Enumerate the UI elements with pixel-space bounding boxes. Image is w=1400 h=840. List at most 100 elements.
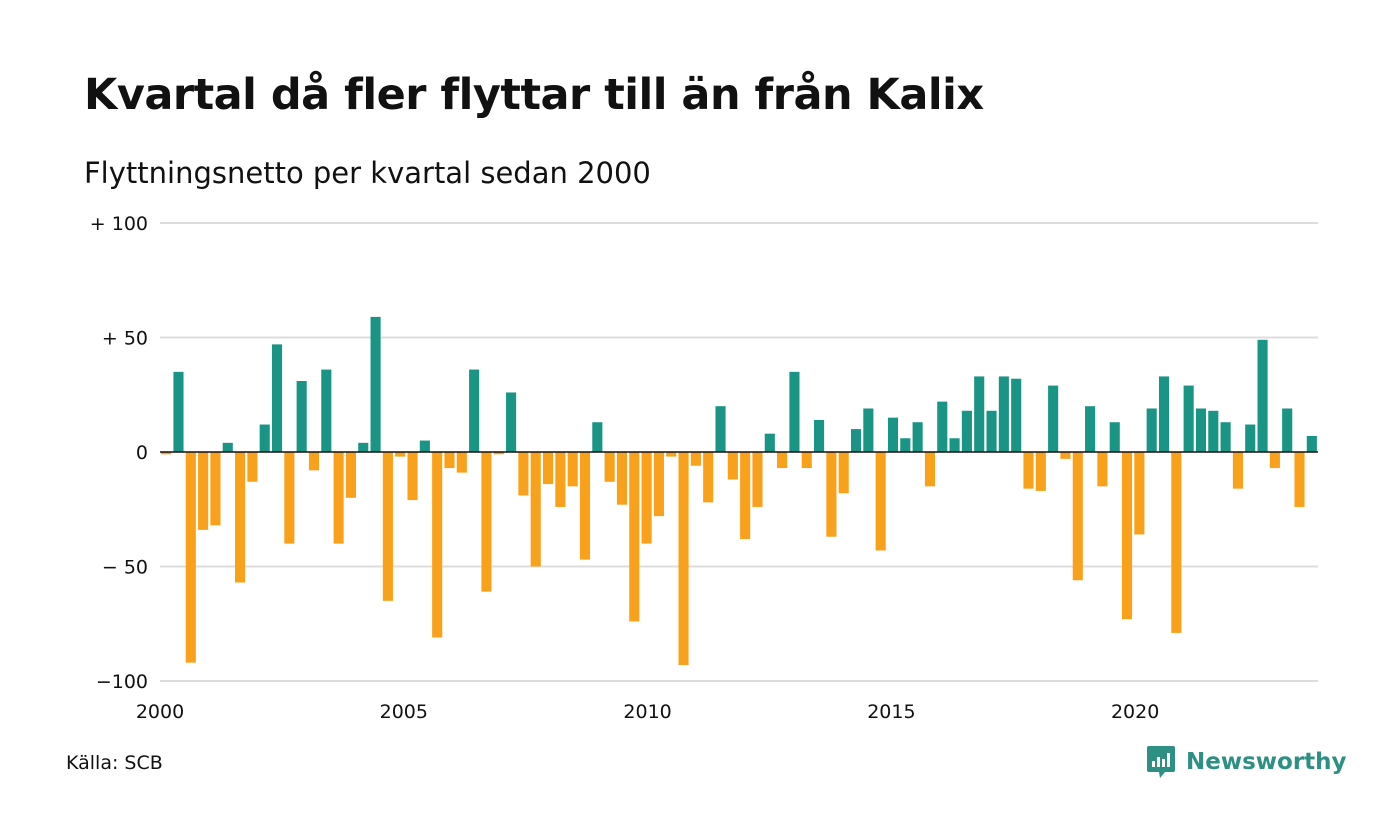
bar <box>592 422 603 452</box>
bar <box>1011 378 1022 452</box>
bar <box>419 440 430 452</box>
bar <box>579 452 591 560</box>
bar <box>432 452 443 638</box>
bar <box>321 369 332 452</box>
bar <box>1035 452 1046 491</box>
x-tick-label: 2005 <box>380 701 428 723</box>
bar <box>653 452 664 517</box>
bar <box>543 452 554 485</box>
bar <box>1257 339 1268 452</box>
bar <box>678 452 689 665</box>
x-tick-label: 2015 <box>867 701 915 723</box>
bar <box>703 452 714 503</box>
bar <box>604 452 615 482</box>
bar <box>924 452 935 487</box>
y-tick-label: 0 <box>136 442 148 464</box>
bar <box>764 433 775 452</box>
bar <box>382 452 393 601</box>
bar <box>949 438 960 452</box>
bar <box>789 371 800 452</box>
bar <box>481 452 492 592</box>
bar <box>1134 452 1145 535</box>
y-tick-label: + 100 <box>90 213 148 235</box>
y-tick-label: −100 <box>96 671 148 693</box>
bar <box>308 452 320 471</box>
source-note: Källa: SCB <box>66 752 163 774</box>
bar <box>1171 452 1182 633</box>
x-tick-label: 2000 <box>136 701 184 723</box>
bar <box>493 452 504 455</box>
bar <box>887 417 899 452</box>
bar <box>850 429 862 452</box>
bar <box>370 316 381 452</box>
bar <box>937 401 948 452</box>
bar <box>1146 408 1157 452</box>
bar <box>974 376 985 452</box>
bar <box>518 452 529 496</box>
newsworthy-brand[interactable]: Newsworthy <box>1146 742 1347 782</box>
bar <box>801 452 812 469</box>
bar <box>1085 406 1096 452</box>
bar <box>469 369 480 452</box>
bar <box>616 452 628 505</box>
bar <box>222 442 233 452</box>
bar <box>727 452 738 480</box>
bar <box>998 376 1009 452</box>
bar <box>210 452 221 526</box>
bar <box>345 452 356 498</box>
bar <box>961 410 972 452</box>
bar <box>666 452 677 457</box>
bar <box>1208 410 1219 452</box>
bar <box>1282 408 1293 452</box>
bar <box>715 406 726 452</box>
newsworthy-logo-icon <box>1147 746 1175 778</box>
bar <box>1158 376 1170 452</box>
bar <box>456 452 467 473</box>
bar <box>333 452 344 544</box>
y-tick-label: − 50 <box>102 557 148 579</box>
bar <box>1072 452 1083 581</box>
bar <box>1183 385 1194 452</box>
bar <box>752 452 763 507</box>
bar <box>826 452 837 537</box>
bar <box>173 371 184 452</box>
bar <box>444 452 455 469</box>
x-tick-label: 2010 <box>623 701 671 723</box>
bar <box>185 452 196 663</box>
bar <box>1195 408 1207 452</box>
bar <box>530 452 541 567</box>
bar <box>506 392 517 452</box>
bar <box>1060 452 1071 459</box>
bar <box>838 452 849 494</box>
bar <box>259 424 270 452</box>
bar <box>271 344 283 452</box>
bar <box>1245 424 1256 452</box>
bar <box>986 410 997 452</box>
chart-title: Kvartal då fler flyttar till än från Kal… <box>84 70 984 120</box>
bar <box>690 452 701 466</box>
bar <box>912 422 923 452</box>
bar <box>1220 422 1231 452</box>
bar <box>900 438 911 452</box>
bar <box>395 452 406 457</box>
x-tick-label: 2020 <box>1111 701 1159 723</box>
bar <box>296 381 307 452</box>
bars <box>161 316 1317 665</box>
bar <box>1306 435 1317 452</box>
bar <box>235 452 246 583</box>
bar <box>284 452 295 544</box>
y-tick-label: + 50 <box>102 328 148 350</box>
chart-subtitle: Flyttningsnetto per kvartal sedan 2000 <box>84 156 651 190</box>
bar <box>740 452 751 540</box>
bar <box>161 452 172 455</box>
bar <box>1023 452 1034 489</box>
bar <box>567 452 578 487</box>
bar <box>1097 452 1108 487</box>
x-axis-ticks: 2000 2005 2010 2015 2020 <box>136 701 1160 723</box>
bar <box>555 452 566 507</box>
bar <box>875 452 886 551</box>
bar <box>641 452 652 544</box>
bar <box>247 452 258 482</box>
bar <box>358 442 369 452</box>
